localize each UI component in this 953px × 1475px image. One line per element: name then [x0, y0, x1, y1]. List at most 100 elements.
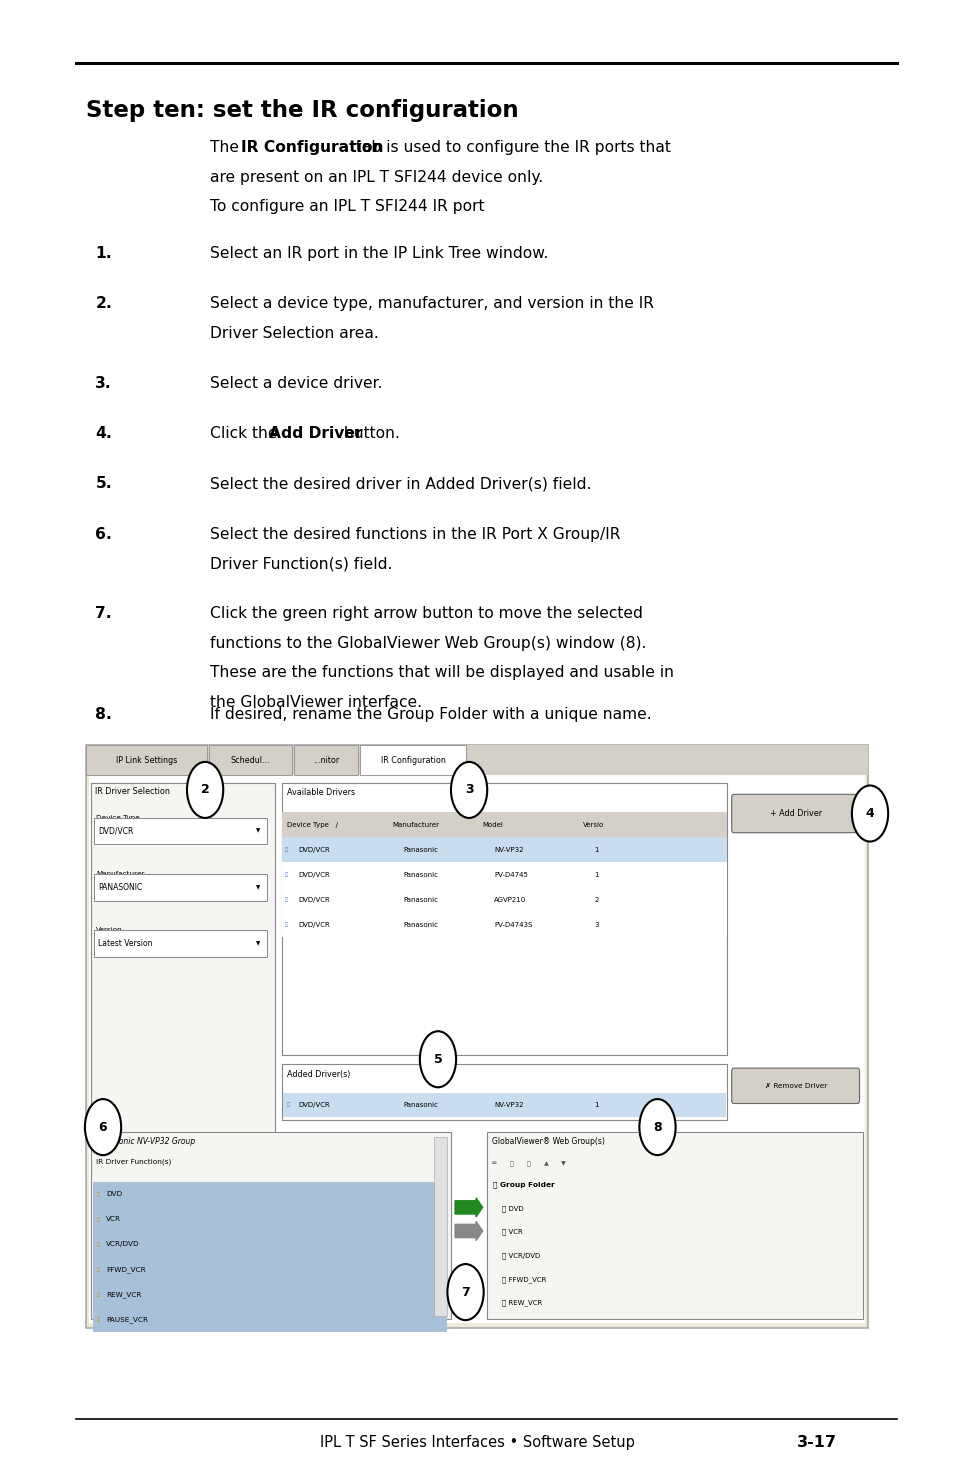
Bar: [86, 745, 207, 776]
Text: ✗ Remove Driver: ✗ Remove Driver: [763, 1083, 826, 1089]
Text: 📁: 📁: [96, 1217, 99, 1221]
Bar: [86, 745, 867, 1328]
Text: 📁: 📁: [96, 1267, 99, 1271]
Text: Select an IR port in the IP Link Tree window.: Select an IR port in the IP Link Tree wi…: [210, 246, 548, 261]
Text: GlobalViewer® Web Group(s): GlobalViewer® Web Group(s): [492, 1137, 604, 1146]
Text: ▼: ▼: [255, 829, 259, 833]
Text: Added Driver(s): Added Driver(s): [287, 1069, 350, 1078]
Text: REW_VCR: REW_VCR: [106, 1291, 141, 1298]
Circle shape: [639, 1099, 675, 1155]
Text: 📡 DVD: 📡 DVD: [501, 1205, 523, 1212]
Bar: [282, 1063, 726, 1120]
Bar: [294, 745, 357, 776]
Text: functions to the GlobalViewer Web Group(s) window (8).: functions to the GlobalViewer Web Group(…: [210, 636, 645, 650]
Bar: [92, 1181, 447, 1207]
Text: DVD/VCR: DVD/VCR: [298, 847, 330, 853]
Text: Driver Selection area.: Driver Selection area.: [210, 326, 378, 341]
Text: 📡 VCR: 📡 VCR: [501, 1229, 522, 1236]
Text: 7.: 7.: [95, 606, 112, 621]
Text: DVD/VCR: DVD/VCR: [98, 826, 133, 836]
Bar: [92, 1207, 447, 1232]
Text: PANASONIC: PANASONIC: [98, 882, 142, 892]
Text: Select the desired functions in the IR Port X Group/IR: Select the desired functions in the IR P…: [210, 527, 619, 541]
Text: 🖥: 🖥: [285, 897, 288, 903]
Text: PV-D4745: PV-D4745: [494, 872, 528, 878]
Text: 6.: 6.: [95, 527, 112, 541]
Text: Click the: Click the: [210, 426, 282, 441]
Text: 6: 6: [98, 1121, 108, 1134]
Bar: [94, 875, 267, 901]
Bar: [282, 888, 726, 913]
Text: 📁 Group Folder: 📁 Group Folder: [493, 1181, 555, 1189]
Text: the GlobalViewer interface.: the GlobalViewer interface.: [210, 695, 421, 709]
Text: Select a device driver.: Select a device driver.: [210, 376, 382, 391]
Text: 🖥: 🖥: [285, 872, 288, 878]
Text: ▼: ▼: [255, 941, 259, 945]
Bar: [91, 783, 274, 1142]
Text: 5: 5: [434, 1053, 442, 1066]
Text: Click the green right arrow button to move the selected: Click the green right arrow button to mo…: [210, 606, 642, 621]
Bar: [92, 1307, 447, 1332]
Text: 🖥: 🖥: [285, 922, 288, 928]
Text: AGVP210: AGVP210: [494, 897, 526, 903]
Circle shape: [85, 1099, 121, 1155]
Text: 📁: 📁: [96, 1192, 99, 1196]
Text: Device Type: Device Type: [96, 816, 140, 822]
FancyArrow shape: [455, 1221, 482, 1240]
Text: 3-17: 3-17: [796, 1435, 836, 1450]
Text: + Add Driver: + Add Driver: [769, 808, 821, 819]
Text: 2: 2: [200, 783, 210, 796]
Bar: [92, 1282, 447, 1307]
Text: ▲: ▲: [543, 1161, 548, 1167]
Text: NV-VP32: NV-VP32: [494, 1102, 523, 1108]
Bar: [282, 813, 726, 838]
Text: To configure an IPL T SFI244 IR port: To configure an IPL T SFI244 IR port: [210, 199, 484, 214]
Text: Panasonic: Panasonic: [403, 872, 438, 878]
Text: PAUSE_VCR: PAUSE_VCR: [106, 1316, 148, 1323]
Bar: [434, 1137, 447, 1316]
Text: DVD/VCR: DVD/VCR: [298, 1102, 330, 1108]
Text: Available Drivers: Available Drivers: [287, 789, 355, 798]
Text: 2.: 2.: [95, 296, 112, 311]
Text: Driver Function(s) field.: Driver Function(s) field.: [210, 556, 392, 571]
Text: ▼: ▼: [560, 1161, 565, 1167]
Bar: [210, 745, 292, 776]
Text: 📡 VCR/DVD: 📡 VCR/DVD: [501, 1252, 539, 1260]
Text: IPL T SF Series Interfaces • Software Setup: IPL T SF Series Interfaces • Software Se…: [319, 1435, 634, 1450]
Circle shape: [419, 1031, 456, 1087]
Bar: [91, 1131, 451, 1319]
Text: If desired, rename the Group Folder with a unique name.: If desired, rename the Group Folder with…: [210, 707, 651, 721]
Text: These are the functions that will be displayed and usable in: These are the functions that will be dis…: [210, 665, 673, 680]
Text: DVD/VCR: DVD/VCR: [298, 872, 330, 878]
Text: 📡 FFWD_VCR: 📡 FFWD_VCR: [501, 1276, 546, 1283]
Bar: [282, 913, 726, 938]
Bar: [92, 1232, 447, 1257]
Bar: [283, 1093, 725, 1117]
Text: DVD: DVD: [106, 1192, 122, 1198]
Text: IR Configuration: IR Configuration: [380, 755, 445, 764]
Text: Versio: Versio: [582, 822, 603, 827]
Text: IR Driver Function(s): IR Driver Function(s): [96, 1158, 172, 1165]
Text: The: The: [210, 140, 244, 155]
Bar: [89, 776, 864, 1323]
Text: 📁: 📁: [96, 1242, 99, 1246]
Text: PV-D4743S: PV-D4743S: [494, 922, 532, 928]
Circle shape: [187, 763, 223, 819]
Bar: [282, 783, 726, 1055]
Text: are present on an IPL T SFI244 device only.: are present on an IPL T SFI244 device on…: [210, 170, 542, 184]
Text: 3: 3: [464, 783, 473, 796]
Text: 📋: 📋: [526, 1161, 530, 1167]
Bar: [360, 745, 466, 776]
Bar: [282, 863, 726, 888]
Text: IP Link Settings: IP Link Settings: [115, 755, 177, 764]
Circle shape: [451, 763, 487, 819]
Text: Panasonic: Panasonic: [403, 847, 438, 853]
Text: Select the desired driver in Added Driver(s) field.: Select the desired driver in Added Drive…: [210, 476, 591, 491]
Text: Schedul...: Schedul...: [231, 755, 270, 764]
Bar: [282, 838, 726, 863]
Text: Select a device type, manufacturer, and version in the IR: Select a device type, manufacturer, and …: [210, 296, 653, 311]
Bar: [92, 1257, 447, 1282]
Text: 2: 2: [594, 897, 598, 903]
FancyArrow shape: [455, 1198, 482, 1217]
Bar: [487, 1131, 862, 1319]
